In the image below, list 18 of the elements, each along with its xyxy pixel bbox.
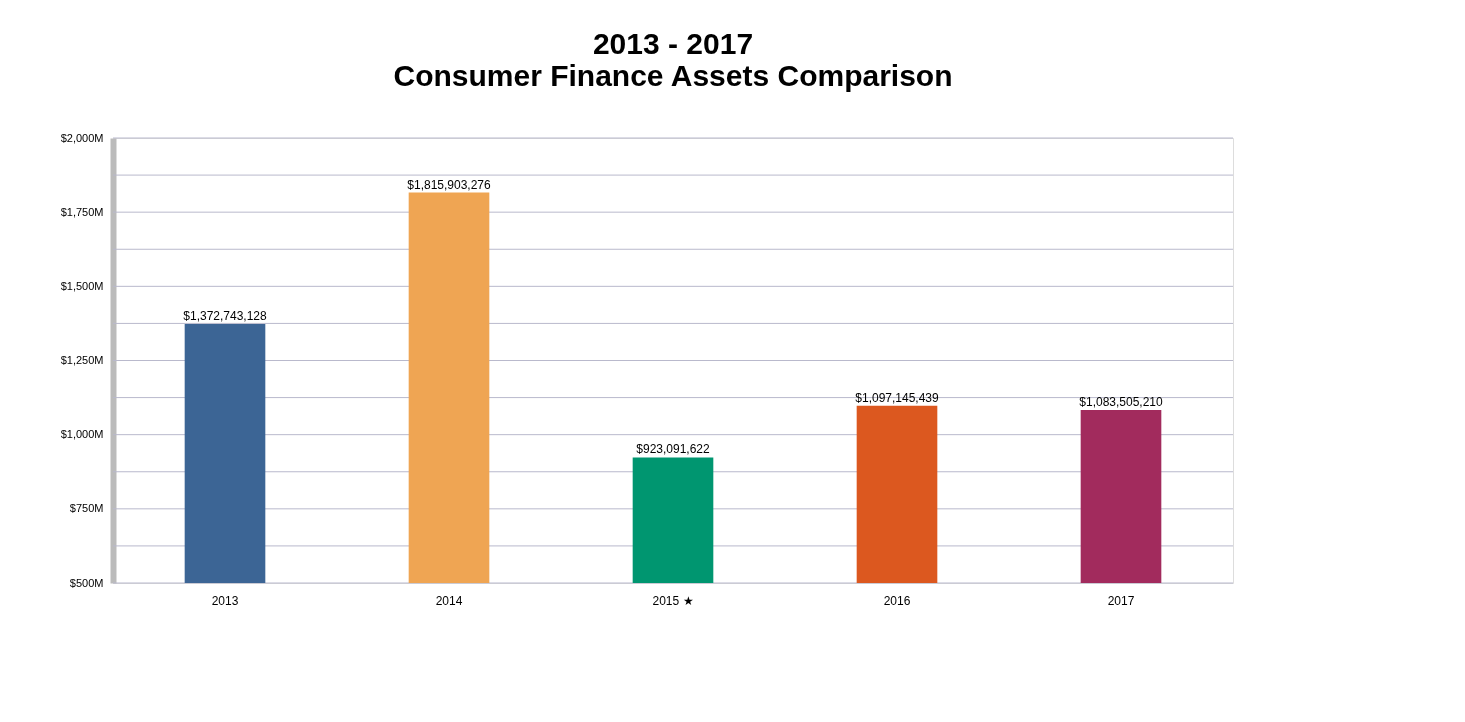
y-tick-label: $1,250M — [60, 354, 104, 366]
y-tick-label: $750M — [69, 502, 104, 515]
y-tick-label: $1,500M — [60, 279, 104, 292]
data-label: $1,097,145,439 — [855, 390, 940, 405]
x-tick-label: 2015 ★ — [652, 593, 694, 608]
x-tick-label: 2017 — [1107, 593, 1135, 608]
y-tick-label: $1,750M — [60, 205, 104, 218]
x-tick-label: 2014 — [435, 593, 463, 608]
y-tick-label: $2,000M — [60, 131, 104, 144]
x-tick-label: 2013 — [211, 593, 239, 608]
data-label: $923,091,622 — [636, 442, 711, 457]
data-label: $1,083,505,210 — [1079, 394, 1164, 409]
chart-title: 2013 - 2017 Consumer Finance Assets Comparison — [393, 27, 953, 92]
y-tick-label: $1,000M — [60, 428, 104, 441]
data-label: $1,372,743,128 — [183, 309, 268, 324]
y-tick-label: $500M — [69, 576, 104, 589]
data-label: $1,815,903,276 — [407, 177, 492, 192]
x-tick-label: 2016 — [883, 593, 911, 608]
